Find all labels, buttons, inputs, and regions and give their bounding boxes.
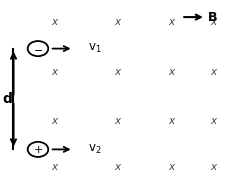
Text: x: x <box>168 17 174 27</box>
Text: $-$: $-$ <box>33 44 43 54</box>
Text: x: x <box>114 116 121 126</box>
Text: x: x <box>114 17 121 27</box>
Text: x: x <box>210 162 216 172</box>
Circle shape <box>28 41 48 56</box>
Text: $+$: $+$ <box>33 144 43 155</box>
Text: d: d <box>2 92 12 106</box>
Text: x: x <box>168 116 174 126</box>
Text: B: B <box>208 11 218 24</box>
Text: x: x <box>51 162 57 172</box>
Text: v$_1$: v$_1$ <box>88 42 102 55</box>
Circle shape <box>28 142 48 157</box>
Text: x: x <box>51 67 57 77</box>
Text: x: x <box>114 67 121 77</box>
Text: x: x <box>114 162 121 172</box>
Text: x: x <box>210 116 216 126</box>
Text: x: x <box>168 67 174 77</box>
Text: v$_2$: v$_2$ <box>88 143 102 156</box>
Text: x: x <box>51 116 57 126</box>
Text: x: x <box>210 17 216 27</box>
Text: x: x <box>51 17 57 27</box>
Text: x: x <box>168 162 174 172</box>
Text: x: x <box>210 67 216 77</box>
